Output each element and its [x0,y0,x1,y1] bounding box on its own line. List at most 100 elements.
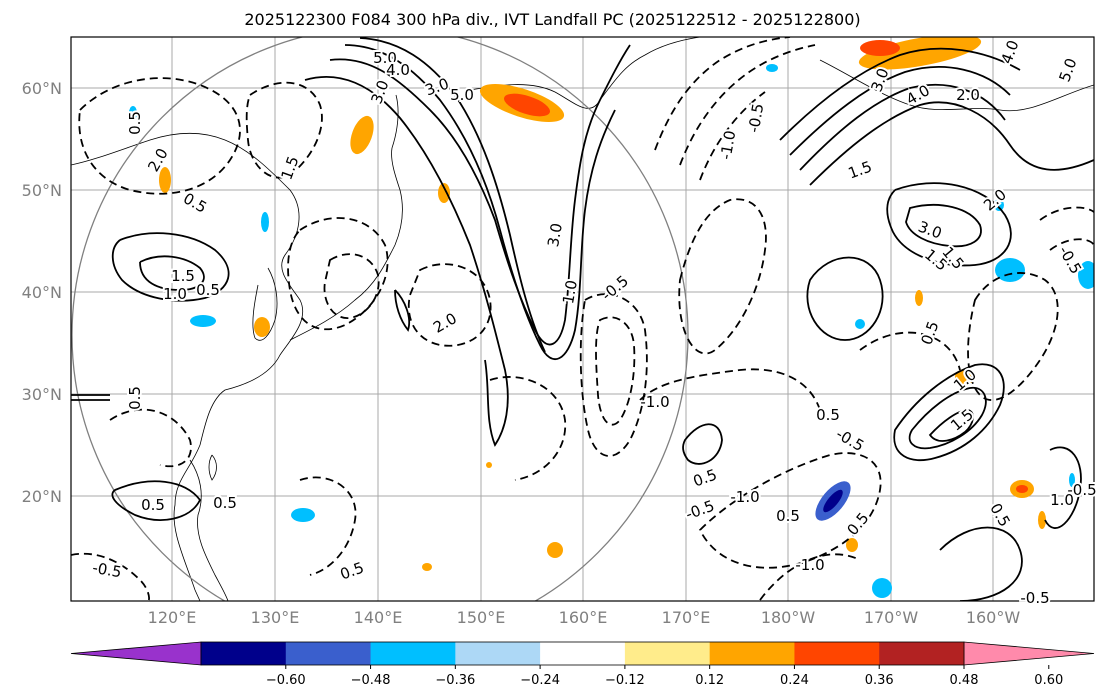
contour-label: -0.5 [1018,587,1051,609]
colorbar-segment [540,642,626,665]
coastline-japan [289,147,403,341]
shade-patch [350,115,374,155]
longitude-label: 120°E [148,608,197,627]
shade-patch [261,212,269,232]
colorbar-segment [455,642,541,665]
colorbar-segment [370,642,456,665]
contour-label: -1.0 [638,391,671,413]
coastline-sakhalin [391,94,399,149]
coastline-philippines [189,459,229,601]
shade-patch [823,489,843,513]
colorbar-tick-label: 0.60 [1034,673,1063,688]
colorbar-segment [285,642,372,665]
contour-label: 0.5 [814,404,842,426]
svg-text:5.0: 5.0 [450,86,474,104]
shade-patch [291,508,315,522]
contour-label: -1.0 [793,554,826,576]
svg-text:1.0: 1.0 [163,285,187,303]
shade-patch [486,462,492,468]
svg-text:1.0: 1.0 [1050,491,1074,509]
contour-label: 0.5 [211,492,239,514]
shade-patch [422,563,432,571]
contour-label: 0.5 [774,505,802,527]
colorbar-segment [709,642,795,665]
latitude-labels: 60°N 50°N 40°N 30°N 20°N [22,79,62,506]
colorbar-extend-max [963,641,1095,666]
contour-label: 0.5 [124,384,146,412]
shade-patch [159,167,171,193]
colorbar-segment [794,642,880,665]
shade-patch [846,538,858,552]
colorbar-tick-label: 0.36 [865,673,894,688]
longitude-label: 160°W [966,608,1021,627]
longitude-label: 170°E [662,608,711,627]
coastline-taiwan [208,454,217,481]
shade-patch [547,542,563,558]
svg-text:0.5: 0.5 [126,386,144,410]
shade-patch [855,319,865,329]
contours-negative [71,37,1094,601]
shade-patch [190,315,216,327]
svg-text:0.5: 0.5 [196,281,220,299]
contour-label: 4.0 [384,59,412,81]
contour-label: 0.5 [124,109,146,137]
shade-patch [254,317,270,337]
colorbar-tick-label: −0.12 [605,673,645,688]
longitude-label: 150°E [457,608,506,627]
shade-patch [766,64,778,72]
longitude-label: 180°W [761,608,816,627]
shade-patch [995,258,1025,282]
longitude-label: 130°E [251,608,300,627]
colorbar-segment [201,642,287,665]
contour-label: -0.5 [1065,479,1098,501]
svg-text:0.5: 0.5 [141,496,165,514]
coastline-alaska [819,59,1094,112]
coastline-korea [252,267,278,341]
contour-label: 0.5 [194,279,222,301]
shade-patch [1069,473,1075,487]
shade-patch [1078,261,1094,289]
svg-text:1.5: 1.5 [171,267,195,285]
shade-patch [955,369,975,385]
colorbar-tick-label: 0.48 [950,673,979,688]
svg-text:5.0: 5.0 [373,49,397,67]
latitude-label: 30°N [22,385,62,404]
svg-text:0.5: 0.5 [816,406,840,424]
shade-patch [915,290,923,306]
svg-text:-1.0: -1.0 [640,393,669,411]
svg-text:-1.0: -1.0 [795,556,824,574]
shade-patch [1038,511,1046,529]
svg-text:0.5: 0.5 [126,111,144,135]
colorbar: −0.60 −0.48 −0.36 −0.24 −0.12 0.12 0.24 0.36 0.4… [70,641,1095,688]
contour-label: 2.0 [954,84,982,106]
svg-text:2.0: 2.0 [956,86,980,104]
colorbar-outline [200,641,965,666]
svg-text:-1.0: -1.0 [730,488,759,506]
svg-text:0.5: 0.5 [213,494,237,512]
contour-label: 1.0 [161,283,189,305]
colorbar-tick-label: −0.60 [266,673,306,688]
divergence-shading [129,37,1094,598]
shade-patch [994,199,1004,211]
colorbar-tick-label: −0.24 [520,673,560,688]
shade-patch [438,183,450,203]
contour-label: 5.0 [448,84,476,106]
shade-patch [1016,485,1028,493]
shade-patch [872,578,892,598]
latitude-label: 60°N [22,79,62,98]
colorbar-segment [879,642,965,665]
longitude-labels: 120°E 130°E 140°E 150°E 160°E 170°E 180°W 170°W… [148,608,1021,627]
svg-text:-0.5: -0.5 [1020,589,1049,607]
contour-label: 5.0 [371,47,399,69]
svg-text:4.0: 4.0 [386,61,410,79]
colorbar-tick-label: −0.36 [435,673,475,688]
shade-patch [129,106,137,120]
longitude-label: 170°W [864,608,919,627]
colorbar-tick-label: −0.48 [351,673,391,688]
chart-title: 2025122300 F084 300 hPa div., IVT Landfa… [244,10,861,29]
map-border [70,36,1095,602]
latitude-label: 40°N [22,283,62,302]
contour-label: 1.5 [169,265,197,287]
latitude-label: 20°N [22,487,62,506]
